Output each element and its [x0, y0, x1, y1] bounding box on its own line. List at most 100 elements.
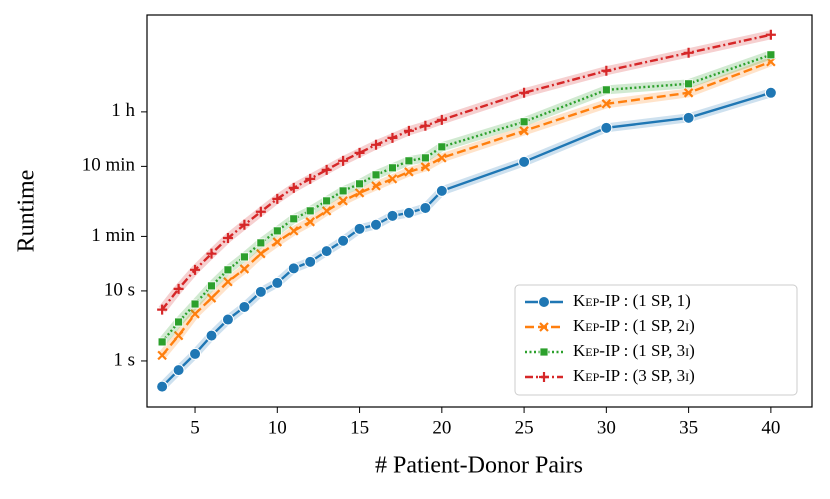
marker	[320, 245, 333, 258]
marker	[156, 380, 169, 393]
marker	[435, 184, 448, 197]
marker	[601, 99, 612, 109]
marker	[238, 300, 251, 313]
marker	[305, 206, 315, 216]
marker	[189, 347, 202, 360]
marker	[355, 179, 364, 189]
line	[161, 53, 772, 343]
x-tick-label: 5	[190, 417, 200, 438]
marker	[539, 322, 549, 332]
marker	[683, 47, 694, 58]
marker	[600, 121, 613, 134]
marker	[437, 142, 447, 152]
marker	[288, 226, 299, 236]
marker	[272, 237, 283, 247]
marker	[190, 299, 200, 309]
marker	[190, 264, 201, 275]
marker	[289, 214, 299, 224]
marker	[404, 167, 414, 177]
marker	[256, 238, 266, 248]
line	[161, 33, 772, 311]
marker	[371, 170, 381, 180]
marker	[190, 309, 200, 319]
marker	[223, 277, 233, 287]
marker	[305, 173, 316, 184]
marker	[420, 153, 430, 163]
x-tick-label: 10	[268, 417, 287, 438]
line	[161, 91, 772, 388]
marker	[684, 79, 694, 89]
marker	[205, 329, 218, 342]
marker	[256, 248, 266, 259]
marker	[172, 364, 185, 377]
y-axis-label: Runtime	[14, 170, 40, 253]
marker	[254, 285, 267, 298]
y-tick-label: 10 s	[104, 279, 135, 300]
marker	[223, 265, 233, 275]
x-tick-label: 40	[761, 417, 780, 438]
marker	[321, 206, 332, 216]
y-tick-label: 1 h	[111, 100, 135, 121]
marker	[402, 206, 415, 219]
marker	[519, 87, 530, 98]
marker	[207, 281, 216, 291]
y-tick-label: 1 s	[113, 349, 135, 370]
marker	[272, 193, 283, 204]
marker	[388, 163, 397, 173]
marker	[420, 120, 431, 131]
x-tick-label: 35	[679, 417, 698, 438]
marker	[683, 88, 694, 98]
marker	[239, 219, 250, 230]
legend-box	[514, 284, 798, 396]
marker	[371, 139, 382, 150]
legend-label: Kep-IP : (1 SP, 1)	[573, 291, 691, 310]
marker	[239, 252, 249, 262]
marker	[338, 155, 349, 166]
marker	[157, 350, 167, 361]
marker	[518, 155, 531, 168]
x-tick-label: 25	[515, 417, 534, 438]
marker	[420, 162, 431, 172]
marker	[387, 132, 398, 143]
marker	[255, 206, 266, 217]
marker	[404, 156, 414, 166]
marker	[519, 117, 529, 127]
marker	[766, 50, 776, 60]
marker	[157, 304, 168, 315]
marker	[288, 182, 299, 193]
marker	[271, 276, 284, 289]
marker	[239, 264, 250, 274]
line-band	[158, 30, 772, 313]
marker	[287, 262, 300, 275]
legend-label: Kep-IP : (1 SP, 2ι)	[573, 316, 695, 335]
marker	[354, 188, 365, 198]
marker	[305, 217, 315, 227]
line	[161, 60, 772, 357]
marker	[539, 347, 549, 357]
marker	[371, 181, 381, 191]
marker	[206, 293, 217, 303]
marker	[370, 218, 383, 231]
marker	[338, 186, 348, 196]
marker	[206, 248, 217, 259]
y-tick-label: 1 min	[91, 225, 135, 246]
marker	[601, 85, 611, 95]
marker	[157, 337, 167, 347]
marker	[682, 111, 695, 124]
marker	[436, 114, 447, 125]
marker	[765, 29, 776, 40]
marker	[437, 153, 447, 163]
legend-label: Kep-IP : (1 SP, 3ι)	[573, 341, 695, 360]
marker	[321, 164, 332, 175]
marker	[174, 317, 183, 327]
marker	[519, 126, 529, 136]
legend-label: Kep-IP : (3 SP, 3ι)	[573, 366, 695, 385]
x-tick-label: 15	[350, 417, 369, 438]
x-tick-label: 30	[597, 417, 616, 438]
marker	[304, 255, 317, 268]
marker	[601, 65, 612, 76]
marker	[353, 222, 366, 235]
marker	[173, 330, 184, 341]
plot-frame	[146, 14, 813, 408]
